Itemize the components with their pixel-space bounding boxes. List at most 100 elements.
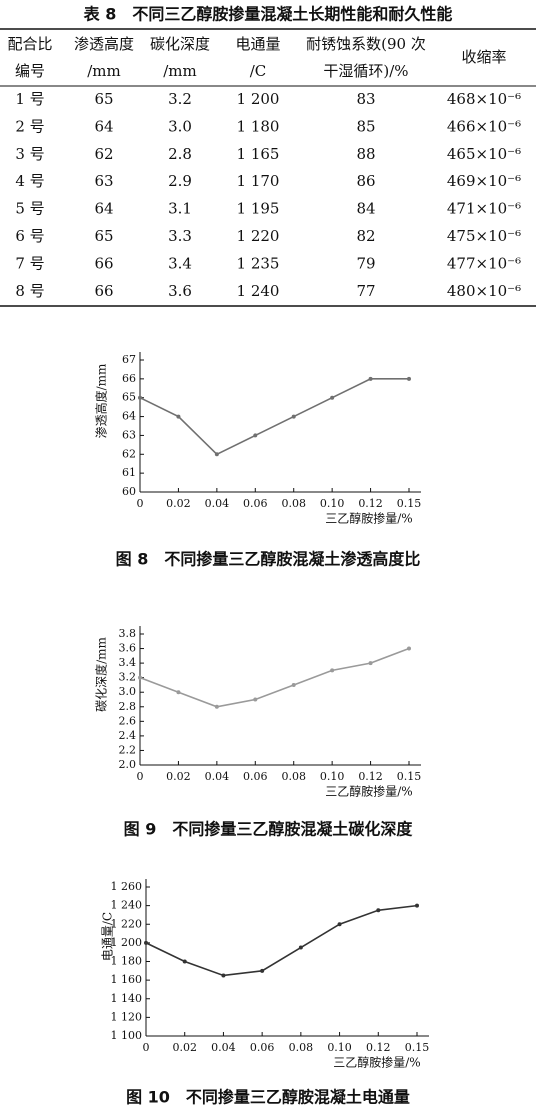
x-tick-label: 0.06 bbox=[250, 1041, 275, 1054]
table-cell: 1 170 bbox=[237, 172, 280, 190]
y-tick-label: 3.8 bbox=[119, 627, 137, 640]
x-tick-label: 0.08 bbox=[289, 1041, 314, 1054]
y-tick-label: 62 bbox=[122, 447, 136, 460]
table-cell: 1 235 bbox=[237, 254, 280, 272]
data-point bbox=[376, 908, 381, 913]
table-cell: 475×10⁻⁶ bbox=[447, 227, 521, 245]
figure-caption: 图 10 不同掺量三乙醇胺混凝土电通量 bbox=[126, 1088, 410, 1107]
data-line bbox=[145, 904, 418, 977]
y-tick-label: 67 bbox=[122, 353, 136, 366]
table-header: 配合比 bbox=[7, 35, 52, 53]
table-cell: 466×10⁻⁶ bbox=[447, 117, 521, 135]
data-point bbox=[291, 682, 296, 687]
y-tick-label: 1 160 bbox=[111, 973, 143, 986]
table-header: 耐锈蚀系数(90 次 bbox=[306, 35, 426, 53]
y-axis-label: 渗透高度/mm bbox=[94, 363, 109, 438]
table-cell: 480×10⁻⁶ bbox=[447, 282, 521, 300]
table-cell: 1 195 bbox=[237, 200, 280, 218]
data-point bbox=[407, 646, 411, 651]
data-point bbox=[260, 968, 265, 973]
table-header: 碳化深度 bbox=[150, 35, 210, 53]
data-point bbox=[182, 959, 187, 964]
table-cell: 3 号 bbox=[15, 145, 44, 163]
data-point bbox=[291, 414, 296, 419]
table-cell: 3.6 bbox=[168, 282, 192, 300]
y-tick-label: 3.0 bbox=[119, 685, 137, 698]
data-point bbox=[368, 661, 373, 666]
y-tick-label: 1 180 bbox=[111, 955, 143, 968]
y-tick-label: 2.4 bbox=[119, 729, 137, 742]
data-point bbox=[176, 414, 181, 419]
table-cell: 64 bbox=[94, 200, 113, 218]
table-cell: 62 bbox=[94, 145, 113, 163]
table-header: 渗透高度 bbox=[74, 35, 134, 53]
x-tick-label: 0 bbox=[143, 1041, 150, 1054]
table-cell: 1 号 bbox=[15, 90, 44, 108]
table-cell: 1 240 bbox=[237, 282, 280, 300]
x-tick-label: 0.12 bbox=[358, 770, 383, 783]
table-cell: 2.9 bbox=[168, 172, 192, 190]
table-cell: 86 bbox=[356, 172, 375, 190]
table-cell: 465×10⁻⁶ bbox=[447, 145, 521, 163]
table-cell: 4 号 bbox=[15, 172, 44, 190]
y-tick-label: 61 bbox=[122, 466, 136, 479]
x-tick-label: 0.04 bbox=[205, 497, 230, 510]
table-cell: 1 200 bbox=[237, 90, 280, 108]
table-cell: 1 180 bbox=[237, 117, 280, 135]
x-tick-label: 0.02 bbox=[166, 770, 191, 783]
data-point bbox=[298, 945, 303, 950]
y-tick-label: 2.2 bbox=[119, 743, 137, 756]
table-header: /mm bbox=[163, 62, 197, 80]
y-tick-label: 66 bbox=[122, 372, 136, 385]
x-tick-label: 0.06 bbox=[243, 497, 268, 510]
table-cell: 2.8 bbox=[168, 145, 192, 163]
table-cell: 3.4 bbox=[168, 254, 192, 272]
table-cell: 468×10⁻⁶ bbox=[447, 90, 521, 108]
x-tick-label: 0.02 bbox=[172, 1041, 197, 1054]
table-header: 编号 bbox=[15, 62, 45, 80]
table-cell: 6 号 bbox=[15, 227, 44, 245]
y-tick-label: 63 bbox=[122, 428, 136, 441]
y-tick-label: 1 240 bbox=[111, 899, 143, 912]
x-tick-label: 0.04 bbox=[205, 770, 230, 783]
table-cell: 471×10⁻⁶ bbox=[447, 200, 521, 218]
data-point bbox=[253, 433, 258, 438]
table-title: 表 8 不同三乙醇胺掺量混凝土长期性能和耐久性能 bbox=[83, 5, 453, 24]
x-tick-label: 0.08 bbox=[281, 497, 306, 510]
data-point bbox=[214, 452, 219, 457]
x-tick-label: 0.10 bbox=[327, 1041, 352, 1054]
y-tick-label: 3.6 bbox=[119, 642, 137, 655]
table-cell: 3.0 bbox=[168, 117, 192, 135]
data-point bbox=[144, 940, 148, 945]
data-point bbox=[407, 376, 411, 381]
table-cell: 79 bbox=[356, 254, 375, 272]
data-point bbox=[330, 395, 335, 400]
table-cell: 3.1 bbox=[168, 200, 192, 218]
figure-caption: 图 9 不同掺量三乙醇胺混凝土碳化深度 bbox=[124, 820, 414, 839]
x-tick-label: 0.08 bbox=[281, 770, 306, 783]
data-point bbox=[138, 395, 142, 400]
y-tick-label: 1 200 bbox=[111, 936, 143, 949]
x-tick-label: 0.10 bbox=[320, 497, 345, 510]
x-tick-label: 0.04 bbox=[211, 1041, 236, 1054]
table-header: 电通量 bbox=[235, 35, 280, 53]
table-header: /mm bbox=[87, 62, 121, 80]
table-cell: 1 165 bbox=[237, 145, 280, 163]
table-cell: 477×10⁻⁶ bbox=[447, 254, 521, 272]
y-tick-label: 1 140 bbox=[111, 992, 143, 1005]
y-axis-label: 碳化深度/mm bbox=[94, 636, 109, 711]
x-tick-label: 0.06 bbox=[243, 770, 268, 783]
x-axis-label: 三乙醇胺掺量/% bbox=[325, 784, 412, 799]
data-line bbox=[139, 378, 409, 456]
y-tick-label: 65 bbox=[122, 391, 136, 404]
table-cell: 3.2 bbox=[168, 90, 192, 108]
table-cell: 65 bbox=[94, 90, 113, 108]
table-cell: 66 bbox=[94, 282, 113, 300]
table-cell: 64 bbox=[94, 117, 113, 135]
table-cell: 8 号 bbox=[15, 282, 44, 300]
table-cell: 5 号 bbox=[15, 200, 44, 218]
table-cell: 82 bbox=[356, 227, 375, 245]
table-cell: 88 bbox=[356, 145, 375, 163]
x-tick-label: 0.10 bbox=[320, 770, 345, 783]
data-point bbox=[138, 675, 142, 680]
